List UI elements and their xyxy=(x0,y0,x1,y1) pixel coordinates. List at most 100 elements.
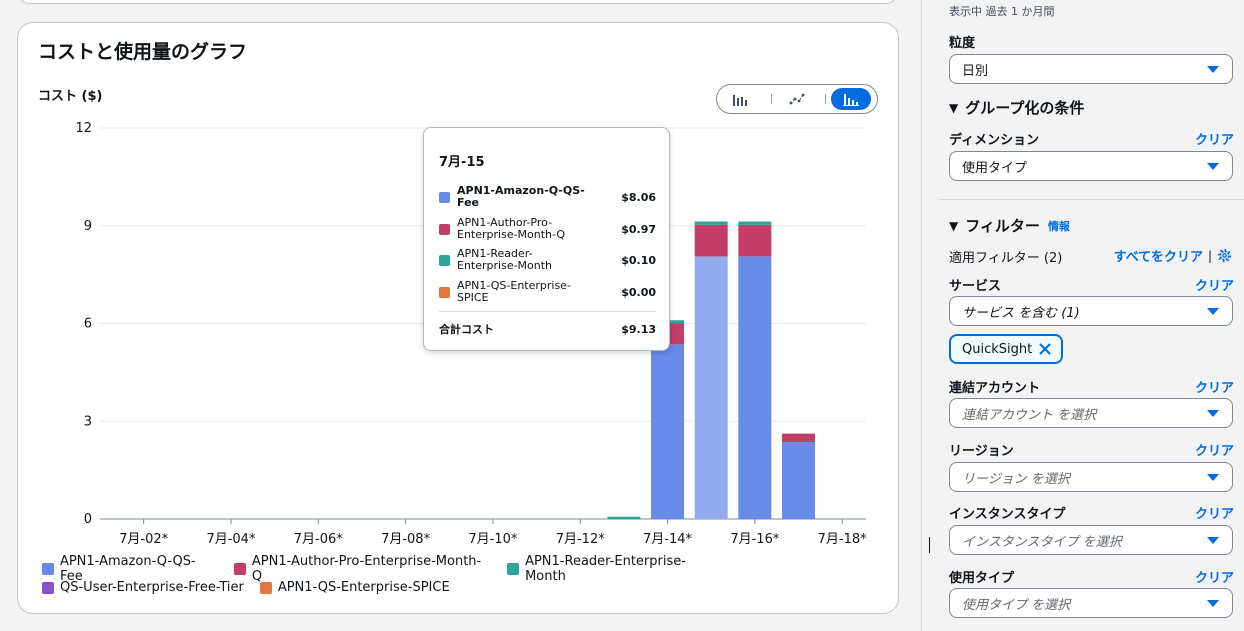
tooltip-series-name: APN1-Author-Pro-Enterprise-Month-Q xyxy=(457,216,566,241)
service-token-label: QuickSight xyxy=(962,341,1033,357)
filters-heading[interactable]: ▼ フィルター 情報 xyxy=(949,215,1070,236)
bar-chart-button[interactable] xyxy=(720,88,760,110)
y-tick-label: 12 xyxy=(75,121,92,136)
tooltip-total-row: 合計コスト $9.13 xyxy=(439,323,656,336)
legend-label: APN1-Amazon-Q-QS-Fee xyxy=(59,553,196,584)
group-by-heading[interactable]: ▼ グループ化の条件 xyxy=(949,97,1084,118)
instance-type-label: インスタンスタイプ xyxy=(949,507,1066,522)
bar-segment xyxy=(694,256,728,519)
legend-item[interactable]: APN1-Author-Pro-Enterprise-Month-Q xyxy=(233,553,491,584)
settings-gear-icon[interactable] xyxy=(1217,248,1232,263)
toggle-divider xyxy=(825,94,826,104)
legend-item[interactable]: APN1-Amazon-Q-QS-Fee xyxy=(42,554,218,584)
y-tick-label: 0 xyxy=(84,512,92,527)
bar-segment xyxy=(607,516,641,519)
line-chart-button[interactable] xyxy=(777,88,817,110)
usage-type-label: 使用タイプ xyxy=(949,571,1015,586)
tooltip-row: APN1-Author-Pro-Enterprise-Month-Q $0.97 xyxy=(439,217,656,241)
stacked-bar-chart-button[interactable] xyxy=(831,88,871,110)
granularity-value: 日別 xyxy=(962,63,989,79)
caret-down-icon xyxy=(1207,600,1219,607)
x-tick-label: 7月-10* xyxy=(468,532,518,547)
tooltip-swatch xyxy=(439,286,450,298)
caret-down-icon xyxy=(1207,410,1219,417)
chart-card: コストと使用量のグラフ コスト ($) 0 3 6 9 12 7月-02* 7月 xyxy=(17,22,899,614)
region-clear-link[interactable]: クリア xyxy=(1194,444,1234,459)
service-value: サービス を含む (1) xyxy=(962,305,1080,321)
region-placeholder: リージョン を選択 xyxy=(962,471,1070,487)
legend-row: APN1-Amazon-Q-QS-Fee APN1-Author-Pro-Ente… xyxy=(42,554,742,584)
linked-account-placeholder: 連結アカウント を選択 xyxy=(962,407,1097,423)
stacked-bar-chart-icon xyxy=(843,93,859,106)
close-icon[interactable] xyxy=(1038,342,1052,356)
caret-down-icon xyxy=(1207,308,1219,315)
caret-expanded-icon: ▼ xyxy=(949,218,959,233)
legend-label: APN1-Author-Pro-Enterprise-Month-Q xyxy=(251,553,482,584)
applied-filters-text: 適用フィルター (2) xyxy=(949,251,1063,266)
tooltip-row: APN1-Amazon-Q-QS-Fee $8.06 xyxy=(439,185,656,209)
tooltip-swatch xyxy=(439,254,450,266)
tooltip-value: $0.00 xyxy=(621,285,656,299)
bar-segment xyxy=(782,433,816,443)
legend-label: APN1-Reader-Enterprise-Month xyxy=(525,553,686,584)
filter-panel: 表示中 過去 1 か月間 粒度 日別 ▼ グループ化の条件 ディメンション クリ… xyxy=(922,0,1244,631)
linked-account-label: 連結アカウント xyxy=(949,381,1041,396)
tooltip-series-name: APN1-Reader-Enterprise-Month xyxy=(457,247,553,272)
legend-swatch xyxy=(233,562,246,575)
service-select[interactable]: サービス を含む (1) xyxy=(949,296,1233,326)
line-chart-icon xyxy=(789,93,805,105)
region-label: リージョン xyxy=(949,444,1014,459)
clear-all-group: すべてをクリア | xyxy=(1114,246,1232,265)
linked-account-clear-link[interactable]: クリア xyxy=(1194,381,1234,396)
bar-segment xyxy=(694,221,728,225)
x-tick-label: 7月-06* xyxy=(294,532,344,547)
instance-type-clear-link[interactable]: クリア xyxy=(1194,507,1234,522)
bar-chart-icon xyxy=(733,94,747,106)
tooltip-total-label: 合計コスト xyxy=(439,322,494,336)
legend-item[interactable]: APN1-Reader-Enterprise-Month xyxy=(507,554,726,584)
usage-type-clear-link[interactable]: クリア xyxy=(1194,571,1234,586)
usage-type-select[interactable]: 使用タイプ を選択 xyxy=(949,588,1233,618)
region-select[interactable]: リージョン を選択 xyxy=(949,462,1233,492)
dimension-value: 使用タイプ xyxy=(962,160,1028,176)
tooltip-value: $8.06 xyxy=(621,190,656,204)
x-tick-label: 7月-12* xyxy=(556,532,606,547)
bar-segment xyxy=(782,442,816,519)
dimension-label: ディメンション xyxy=(949,133,1040,148)
service-clear-link[interactable]: クリア xyxy=(1194,279,1234,294)
x-tick-label: 7月-14* xyxy=(643,532,693,547)
y-tick-label: 3 xyxy=(84,414,92,429)
toggle-divider xyxy=(771,94,772,104)
tooltip-row: APN1-QS-Enterprise-SPICE $0.00 xyxy=(439,280,656,304)
legend-swatch xyxy=(42,562,54,575)
usage-type-placeholder: 使用タイプ を選択 xyxy=(962,597,1071,613)
dimension-select[interactable]: 使用タイプ xyxy=(949,151,1233,181)
caret-down-icon xyxy=(1207,474,1219,481)
legend-row: QS-User-Enterprise-Free-Tier APN1-QS-Ente… xyxy=(42,578,742,597)
chart-type-toggle xyxy=(716,84,878,114)
legend-item[interactable]: QS-User-Enterprise-Free-Tier xyxy=(42,580,244,595)
caret-down-icon xyxy=(1207,537,1219,544)
granularity-label: 粒度 xyxy=(949,36,976,51)
caret-down-icon xyxy=(1207,163,1219,170)
clear-all-link[interactable]: すべてをクリア xyxy=(1113,250,1203,265)
previous-card xyxy=(18,0,898,4)
filters-heading-text: フィルター xyxy=(965,217,1040,235)
instance-type-select[interactable]: インスタンスタイプ を選択 xyxy=(949,525,1233,555)
granularity-select[interactable]: 日別 xyxy=(949,54,1233,84)
legend-swatch xyxy=(42,581,54,594)
tooltip-series-name: APN1-QS-Enterprise-SPICE xyxy=(457,279,571,304)
service-token: QuickSight xyxy=(949,334,1063,364)
legend-swatch xyxy=(507,562,520,575)
panel-divider xyxy=(921,0,922,631)
caret-down-icon xyxy=(1207,66,1219,73)
x-tick-label: 7月-02* xyxy=(119,532,169,547)
bar-segment xyxy=(738,224,772,257)
tooltip-row: APN1-Reader-Enterprise-Month $0.10 xyxy=(439,248,656,272)
dimension-clear-link[interactable]: クリア xyxy=(1194,133,1234,148)
legend-item[interactable]: APN1-QS-Enterprise-SPICE xyxy=(259,580,450,595)
bar-segment xyxy=(738,221,772,225)
info-link[interactable]: 情報 xyxy=(1047,219,1070,233)
instance-type-placeholder: インスタンスタイプ を選択 xyxy=(962,534,1122,550)
linked-account-select[interactable]: 連結アカウント を選択 xyxy=(949,398,1233,428)
